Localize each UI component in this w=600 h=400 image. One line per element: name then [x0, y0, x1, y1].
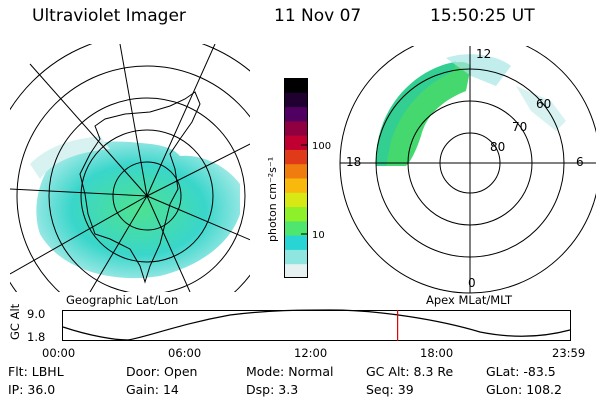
colorbar-segment — [284, 249, 308, 265]
colorbar — [284, 78, 308, 278]
gc-alt-value: 8.3 Re — [413, 364, 454, 379]
mlt-label-12: 12 — [476, 47, 492, 61]
door-value: Open — [164, 364, 198, 379]
seq-value: 39 — [397, 382, 414, 397]
x-tick-0600: 06:00 — [168, 346, 202, 360]
colorbar-tick-10: 10 — [312, 230, 325, 241]
mlt-label-18: 18 — [346, 155, 362, 169]
colorbar-segment — [284, 235, 308, 250]
x-tick-0000: 00:00 — [42, 346, 76, 360]
right-panel-label: Apex MLat/MLT — [426, 293, 513, 307]
colorbar-segment — [284, 220, 308, 236]
geographic-map-panel — [10, 44, 250, 292]
footer-gain: Gain: 14 — [126, 382, 179, 397]
footer-dsp: Dsp: 3.3 — [246, 382, 299, 397]
magnetic-map-panel — [339, 46, 596, 294]
colorbar-segment — [284, 206, 308, 222]
gc-alt-tick-top: 9.0 — [27, 307, 46, 321]
gc-alt-plot — [62, 309, 571, 341]
coastline — [79, 91, 201, 284]
dsp-value: 3.3 — [278, 382, 299, 397]
colorbar-segment — [284, 135, 308, 150]
gc-alt-curve — [62, 309, 571, 341]
right-aurora-region — [375, 61, 471, 167]
footer-ip: IP: 36.0 — [8, 382, 56, 397]
app-title: Ultraviolet Imager — [32, 6, 186, 26]
colorbar-unit-label: photon cm⁻²s⁻¹ — [266, 156, 279, 242]
left-panel-label: Geographic Lat/Lon — [66, 293, 179, 307]
x-tick-1200: 12:00 — [294, 346, 328, 360]
colorbar-segment — [284, 78, 308, 93]
glon-value: 108.2 — [526, 382, 562, 397]
lat-label-70: 70 — [512, 120, 528, 134]
footer-gc-alt: GC Alt: 8.3 Re — [366, 364, 454, 379]
gain-value: 14 — [162, 382, 179, 397]
mlt-label-6: 6 — [576, 155, 584, 169]
left-aurora-noise — [30, 136, 110, 179]
mlt-label-0: 0 — [468, 276, 476, 290]
colorbar-segment — [284, 263, 308, 278]
date-label: 11 Nov 07 — [274, 6, 362, 26]
ip-value: 36.0 — [27, 382, 56, 397]
colorbar-segment — [284, 120, 308, 136]
lat-label-60: 60 — [536, 97, 552, 111]
footer-mode: Mode: Normal — [246, 364, 334, 379]
x-tick-1800: 18:00 — [420, 346, 454, 360]
footer-glat: GLat: -83.5 — [486, 364, 556, 379]
left-aurora-region — [36, 141, 240, 279]
footer-flt: Flt: LBHL — [8, 364, 64, 379]
colorbar-segment — [284, 192, 308, 208]
lat-label-80: 80 — [490, 140, 506, 154]
colorbar-tick-100: 100 — [312, 141, 332, 152]
colorbar-segment — [284, 106, 308, 122]
time-label: 15:50:25 UT — [430, 6, 535, 26]
flt-value: LBHL — [31, 364, 64, 379]
footer-seq: Seq: 39 — [366, 382, 414, 397]
x-tick-2359: 23:59 — [552, 346, 586, 360]
colorbar-segment — [284, 163, 308, 179]
mode-value: Normal — [288, 364, 334, 379]
colorbar-segment — [284, 149, 308, 165]
colorbar-segment — [284, 178, 308, 193]
footer-glon: GLon: 108.2 — [486, 382, 562, 397]
footer-door: Door: Open — [126, 364, 198, 379]
gc-alt-tick-bottom: 1.8 — [27, 330, 46, 344]
colorbar-segment — [284, 92, 308, 108]
glat-value: -83.5 — [523, 364, 556, 379]
